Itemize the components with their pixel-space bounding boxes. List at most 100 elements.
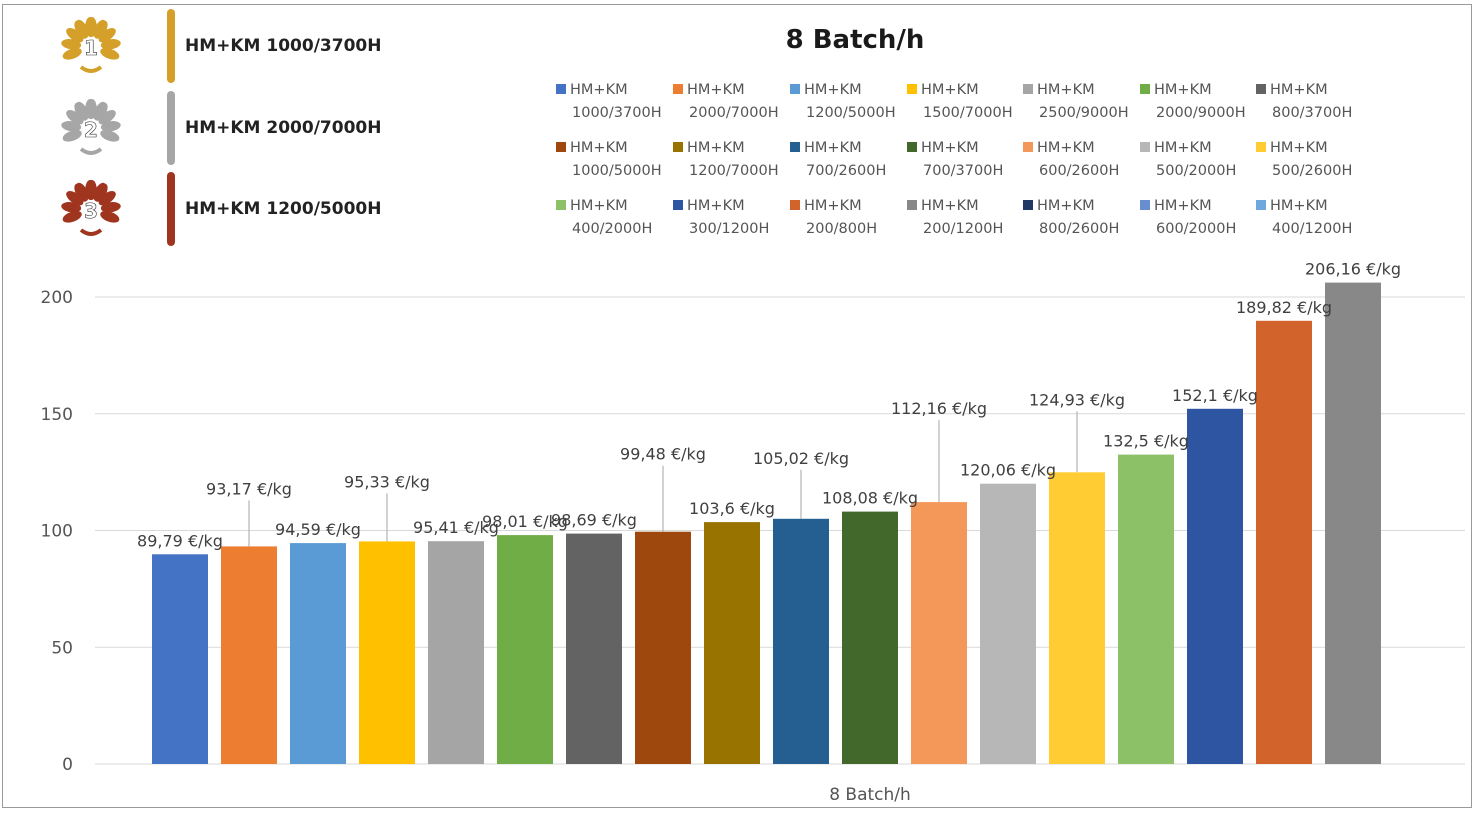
rank-color-bar xyxy=(167,9,175,83)
data-label: 120,06 €/kg xyxy=(960,461,1056,480)
legend-item: HM+KM 700/3700H xyxy=(907,140,1003,179)
bar xyxy=(1118,454,1174,764)
bar xyxy=(290,543,346,764)
legend-label: HM+KM xyxy=(1154,198,1212,214)
legend-swatch xyxy=(1140,84,1150,94)
legend-label: HM+KM xyxy=(570,198,628,214)
bar xyxy=(1256,320,1312,764)
rank-label: HM+KM 1000/3700H xyxy=(185,36,381,56)
rank-color-bar xyxy=(167,91,175,165)
legend-label: 800/2600H xyxy=(1039,221,1119,237)
bar-chart: 1 HM+KM 1000/3700H 2 HM+KM 2000/7000H 3 HM+KM… xyxy=(41,9,1465,805)
y-tick-label: 50 xyxy=(51,638,73,658)
data-label: 189,82 €/kg xyxy=(1236,298,1332,317)
legend-swatch xyxy=(556,84,566,94)
bar xyxy=(359,541,415,764)
bar xyxy=(428,541,484,764)
data-label: 95,33 €/kg xyxy=(344,472,430,491)
bar xyxy=(635,531,691,764)
legend-swatch xyxy=(790,200,800,210)
data-label: 94,59 €/kg xyxy=(275,520,361,539)
legend-label: 600/2000H xyxy=(1156,221,1236,237)
legend-swatch xyxy=(1256,84,1266,94)
legend-label: 300/1200H xyxy=(689,221,769,237)
legend-label: HM+KM xyxy=(570,82,628,98)
legend-label: HM+KM xyxy=(687,82,745,98)
legend-label: 600/2600H xyxy=(1039,163,1119,179)
bar xyxy=(773,518,829,764)
legend-label: HM+KM xyxy=(1154,82,1212,98)
legend-item: HM+KM 1200/7000H xyxy=(673,140,779,179)
legend-swatch xyxy=(1023,200,1033,210)
bar xyxy=(911,502,967,764)
data-label: 99,48 €/kg xyxy=(620,445,706,464)
data-label: 132,5 €/kg xyxy=(1103,432,1189,451)
y-tick-label: 150 xyxy=(41,405,73,425)
legend-label: HM+KM xyxy=(1270,140,1328,156)
legend-label: 1200/5000H xyxy=(806,105,896,121)
legend: HM+KM 1000/3700H HM+KM 2000/7000H HM+KM 1200/… xyxy=(556,82,1352,237)
bar xyxy=(1325,282,1381,764)
legend-label: 2000/9000H xyxy=(1156,105,1246,121)
legend-label: 400/1200H xyxy=(1272,221,1352,237)
legend-item: HM+KM 500/2600H xyxy=(1256,140,1352,179)
legend-label: 1000/5000H xyxy=(572,163,662,179)
legend-label: 1200/7000H xyxy=(689,163,779,179)
data-label: 206,16 €/kg xyxy=(1305,260,1401,279)
legend-label: HM+KM xyxy=(804,140,862,156)
legend-label: HM+KM xyxy=(1037,198,1095,214)
bars xyxy=(152,282,1381,764)
bar xyxy=(980,483,1036,764)
legend-item: HM+KM 800/2600H xyxy=(1023,198,1119,237)
legend-label: HM+KM xyxy=(921,82,979,98)
legend-label: 800/3700H xyxy=(1272,105,1352,121)
rank-label: HM+KM 1200/5000H xyxy=(185,199,381,219)
legend-label: 1000/3700H xyxy=(572,105,662,121)
legend-label: HM+KM xyxy=(570,140,628,156)
legend-swatch xyxy=(907,84,917,94)
data-label: 103,6 €/kg xyxy=(689,499,775,518)
ranking-panel: 1 HM+KM 1000/3700H 2 HM+KM 2000/7000H 3 HM+KM… xyxy=(61,9,381,246)
legend-swatch xyxy=(907,200,917,210)
legend-swatch xyxy=(1256,142,1266,152)
bar xyxy=(842,511,898,764)
legend-label: 400/2000H xyxy=(572,221,652,237)
rank-label: HM+KM 2000/7000H xyxy=(185,118,381,138)
bar xyxy=(152,554,208,764)
chart-title: 8 Batch/h xyxy=(786,25,925,55)
legend-item: HM+KM 200/800H xyxy=(790,198,877,237)
legend-label: HM+KM xyxy=(687,198,745,214)
legend-label: HM+KM xyxy=(1154,140,1212,156)
legend-item: HM+KM 2000/7000H xyxy=(673,82,779,121)
y-tick-label: 0 xyxy=(62,755,73,775)
legend-item: HM+KM 1200/5000H xyxy=(790,82,896,121)
data-label: 98,01 €/kg xyxy=(482,512,568,531)
laurel-wreath-icon xyxy=(61,99,121,155)
legend-item: HM+KM 200/1200H xyxy=(907,198,1003,237)
legend-swatch xyxy=(790,142,800,152)
data-label: 108,08 €/kg xyxy=(822,489,918,508)
rank-number: 3 xyxy=(84,199,98,223)
legend-swatch xyxy=(673,200,683,210)
legend-item: HM+KM 400/2000H xyxy=(556,198,652,237)
legend-label: 700/3700H xyxy=(923,163,1003,179)
legend-label: 500/2600H xyxy=(1272,163,1352,179)
bar xyxy=(1187,408,1243,764)
chart-frame: 1 HM+KM 1000/3700H 2 HM+KM 2000/7000H 3 HM+KM… xyxy=(2,4,1472,808)
data-label: 124,93 €/kg xyxy=(1029,390,1125,409)
legend-item: HM+KM 2500/9000H xyxy=(1023,82,1129,121)
legend-item: HM+KM 800/3700H xyxy=(1256,82,1352,121)
legend-label: 2500/9000H xyxy=(1039,105,1129,121)
legend-label: 2000/7000H xyxy=(689,105,779,121)
legend-swatch xyxy=(1023,84,1033,94)
y-tick-label: 100 xyxy=(41,522,73,542)
legend-item: HM+KM 1500/7000H xyxy=(907,82,1013,121)
legend-swatch xyxy=(1140,200,1150,210)
legend-label: HM+KM xyxy=(1037,82,1095,98)
legend-swatch xyxy=(907,142,917,152)
bar xyxy=(566,533,622,764)
data-label: 152,1 €/kg xyxy=(1172,386,1258,405)
legend-label: 200/800H xyxy=(806,221,877,237)
legend-label: HM+KM xyxy=(1270,198,1328,214)
legend-item: HM+KM 500/2000H xyxy=(1140,140,1236,179)
